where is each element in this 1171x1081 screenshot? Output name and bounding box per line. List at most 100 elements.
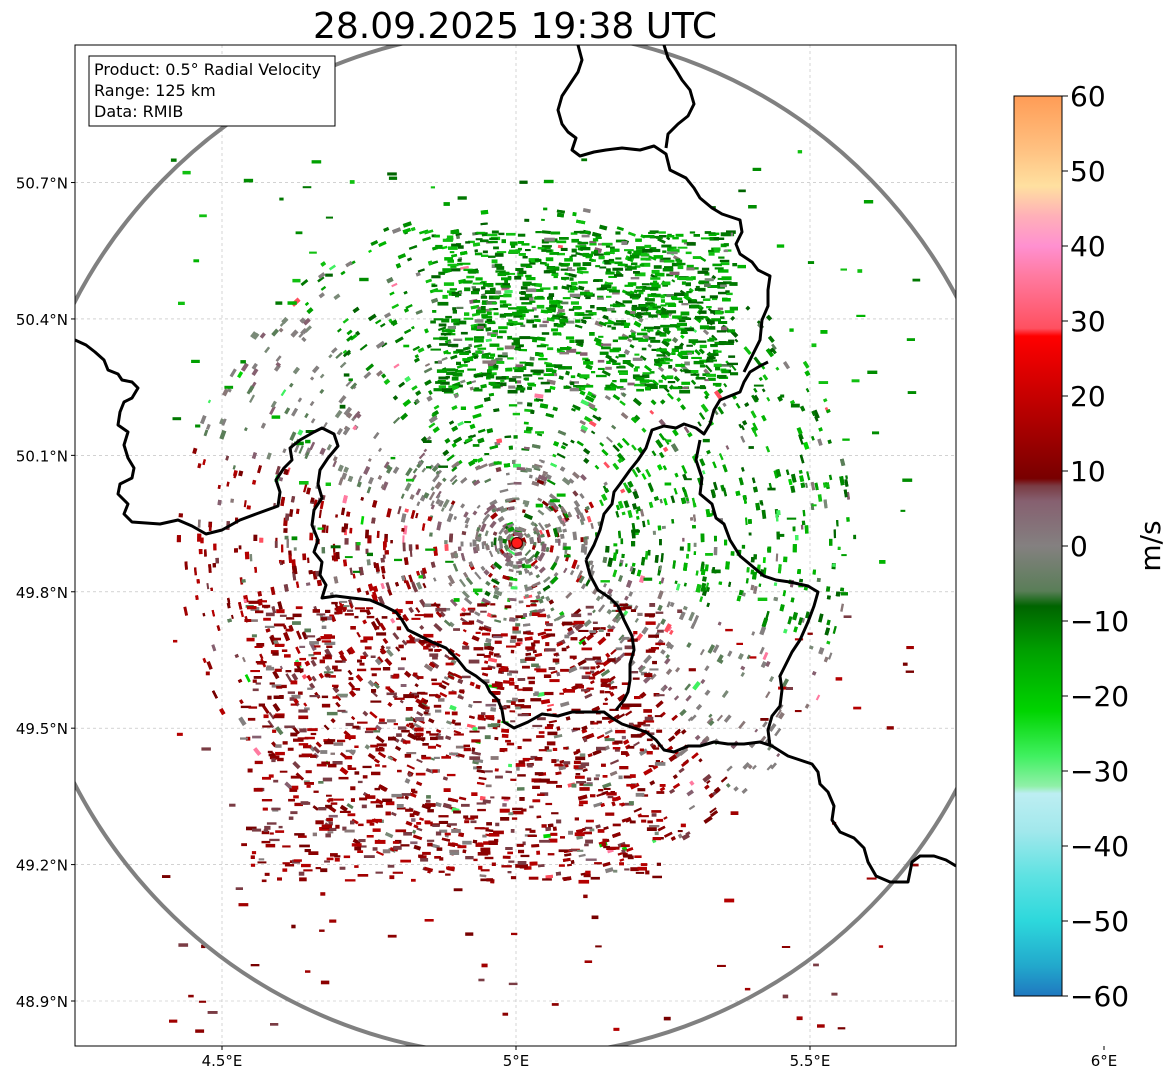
- echo-gate: [509, 322, 514, 325]
- echo-gate: [558, 538, 561, 546]
- echo-gate: [699, 325, 709, 330]
- echo-gate: [486, 374, 495, 379]
- echo-gate: [641, 427, 647, 433]
- echo-gate: [686, 642, 692, 649]
- echo-gate: [693, 542, 697, 547]
- echo-gate: [686, 344, 693, 347]
- echo-gate: [541, 218, 545, 222]
- echo-gate: [424, 362, 431, 367]
- echo-gate: [597, 359, 605, 363]
- echo-gate: [645, 383, 657, 387]
- echo-gate: [512, 626, 519, 631]
- echo-gate: [603, 787, 611, 790]
- echo-gate: [733, 786, 739, 792]
- echo-gate: [449, 474, 458, 483]
- echo-gate: [673, 695, 680, 701]
- echo-gate: [715, 350, 722, 353]
- echo-gate: [560, 247, 568, 251]
- echo-gate: [380, 557, 385, 563]
- echo-gate: [658, 231, 666, 234]
- echo-gate: [466, 380, 472, 386]
- echo-gate: [531, 844, 540, 848]
- echo-gate: [717, 307, 724, 310]
- echo-gate: [613, 543, 618, 547]
- echo-gate: [700, 533, 705, 543]
- echo-gate: [601, 790, 609, 796]
- echo-gate: [265, 528, 268, 536]
- echo-gate: [690, 304, 700, 309]
- echo-gate: [624, 710, 633, 717]
- echo-gate: [539, 324, 548, 328]
- echo-gate: [443, 282, 455, 286]
- echo-gate: [310, 732, 317, 736]
- echo-gate: [713, 546, 718, 556]
- echo-gate: [409, 548, 413, 557]
- echo-gate: [543, 270, 551, 274]
- echo-gate: [549, 300, 558, 304]
- echo-gate: [575, 756, 586, 761]
- echo-gate: [699, 648, 705, 656]
- echo-gate: [701, 561, 705, 566]
- echo-gate: [491, 230, 499, 234]
- echo-gate: [489, 353, 496, 357]
- echo-gate: [688, 339, 699, 344]
- echo-gate: [526, 309, 534, 312]
- echo-gate: [301, 673, 308, 680]
- echo-gate: [751, 764, 757, 770]
- echo-gate: [681, 329, 688, 333]
- echo-gate: [627, 382, 635, 386]
- echo-gate: [640, 252, 648, 257]
- echo-gate: [512, 412, 520, 416]
- echo-gate: [349, 333, 358, 341]
- echo-gate: [439, 611, 446, 618]
- echo-gate: [790, 485, 796, 494]
- echo-gate: [606, 268, 611, 272]
- echo-gate: [550, 670, 558, 675]
- echo-gate: [812, 569, 817, 575]
- echo-gate: [570, 860, 575, 865]
- echo-gate: [438, 385, 446, 388]
- echo-gate: [659, 384, 668, 389]
- echo-gate: [599, 351, 609, 355]
- echo-gate: [512, 630, 521, 634]
- echo-gate: [617, 500, 624, 509]
- echo-gate: [662, 267, 674, 272]
- echo-gate: [783, 556, 788, 563]
- echo-gate: [452, 307, 457, 311]
- echo-gate: [244, 551, 250, 560]
- echo-gate: [524, 594, 529, 598]
- echo-gate: [435, 801, 442, 808]
- echo-gate: [671, 279, 676, 283]
- echo-gate: [197, 533, 202, 542]
- echo-gate: [662, 446, 669, 453]
- echo-gate: [568, 478, 575, 484]
- echo-gate: [513, 463, 521, 468]
- echo-gate: [437, 326, 447, 332]
- echo-gate: [740, 671, 745, 677]
- echo-gate: [608, 289, 620, 293]
- echo-gate: [523, 421, 529, 425]
- echo-gate: [723, 539, 728, 546]
- echo-gate: [681, 281, 686, 285]
- echo-gate: [469, 542, 472, 547]
- echo-gate: [633, 271, 640, 274]
- echo-gate: [444, 437, 451, 444]
- echo-gate: [526, 277, 536, 281]
- echo-gate: [671, 295, 678, 300]
- echo-gate: [323, 671, 334, 674]
- echo-gate: [778, 704, 784, 711]
- echo-gate: [614, 261, 623, 265]
- echo-gate: [253, 747, 262, 757]
- echo-gate: [601, 346, 611, 350]
- echo-gate: [550, 231, 561, 235]
- echo-gate: [531, 283, 536, 286]
- echo-gate: [747, 519, 752, 524]
- echo-gate: [247, 673, 255, 684]
- echo-gate: [657, 365, 665, 373]
- echo-gate: [546, 623, 553, 627]
- echo-gate: [593, 249, 598, 254]
- echo-gate: [593, 279, 600, 282]
- echo-gate: [832, 563, 836, 567]
- echo-gate: [409, 494, 415, 500]
- echo-gate: [631, 541, 636, 547]
